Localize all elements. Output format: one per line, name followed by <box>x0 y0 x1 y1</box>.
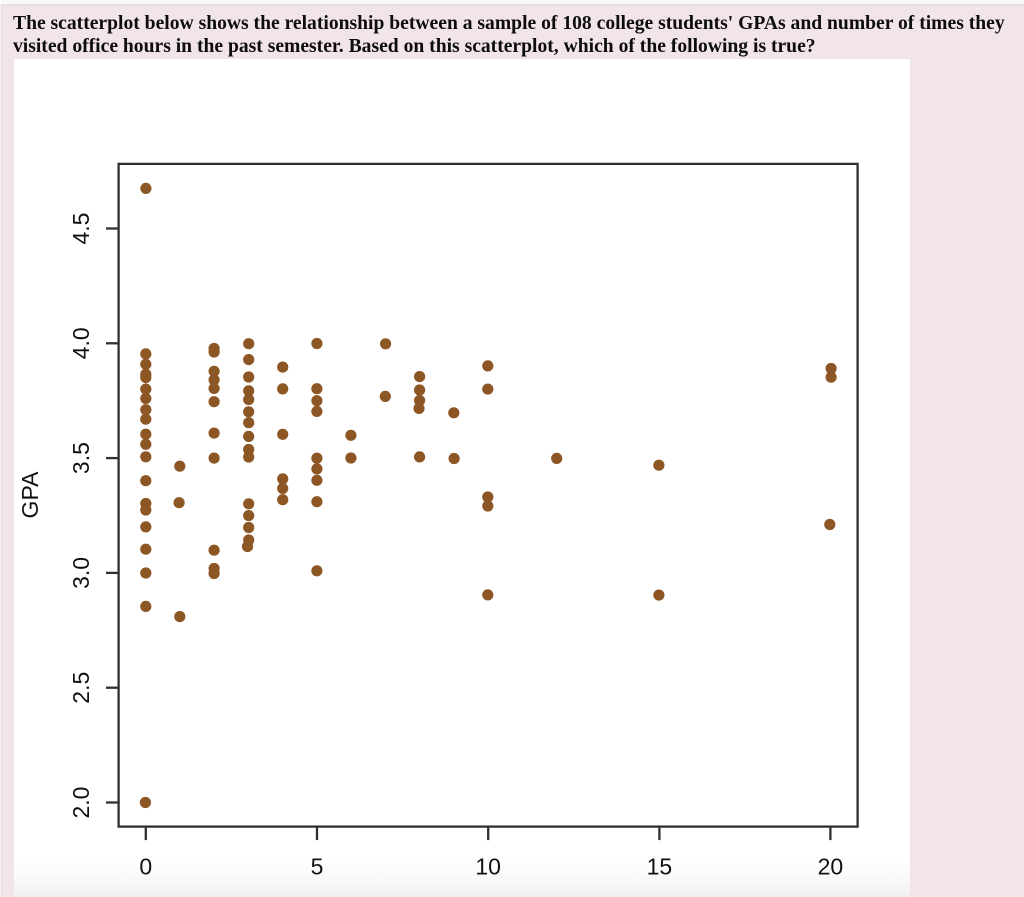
svg-text:2.0: 2.0 <box>68 787 94 819</box>
svg-text:4.0: 4.0 <box>68 327 94 359</box>
svg-text:15: 15 <box>647 854 673 880</box>
svg-text:20: 20 <box>818 854 844 880</box>
svg-text:10: 10 <box>475 854 501 880</box>
svg-text:5: 5 <box>311 854 324 880</box>
svg-text:4.5: 4.5 <box>68 213 94 245</box>
svg-text:3.5: 3.5 <box>68 442 94 474</box>
svg-text:GPA: GPA <box>17 471 43 519</box>
svg-text:3.0: 3.0 <box>68 557 94 589</box>
svg-text:2.5: 2.5 <box>68 672 94 704</box>
svg-text:0: 0 <box>139 854 152 880</box>
